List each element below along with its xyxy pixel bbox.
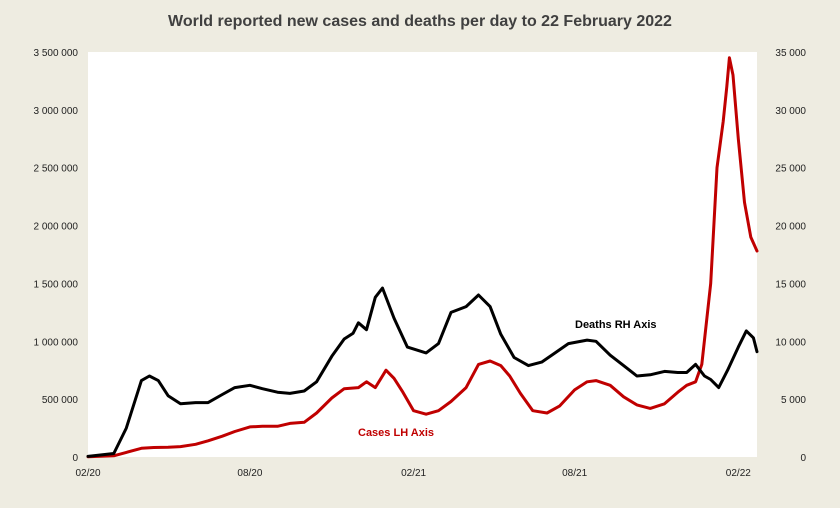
right-y-tick-label: 0 (800, 453, 806, 464)
left-y-tick-label: 2 500 000 (34, 164, 79, 175)
left-y-tick-label: 1 000 000 (34, 337, 79, 348)
deaths-annotation: Deaths RH Axis (575, 319, 657, 331)
right-y-tick-label: 25 000 (775, 164, 806, 175)
left-y-tick-label: 0 (72, 453, 78, 464)
series-layer (86, 56, 759, 459)
cases-annotation: Cases LH Axis (358, 427, 434, 439)
x-tick-label: 02/20 (75, 468, 100, 479)
left-y-tick-label: 1 500 000 (34, 279, 79, 290)
x-axis: 02/20 08/20 02/21 08/21 02/22 (75, 468, 751, 479)
right-y-tick-label: 35 000 (775, 48, 806, 59)
left-y-tick-label: 500 000 (42, 395, 79, 406)
x-tick-label: 02/21 (401, 468, 426, 479)
left-y-tick-label: 3 000 000 (34, 106, 79, 117)
right-y-tick-label: 15 000 (775, 279, 806, 290)
cases-series-line (86, 56, 759, 459)
right-y-tick-label: 20 000 (775, 222, 806, 233)
deaths-series-line (86, 286, 759, 458)
x-tick-label: 08/20 (237, 468, 262, 479)
right-y-tick-label: 30 000 (775, 106, 806, 117)
left-y-axis: 0 500 000 1 000 000 1 500 000 2 000 000 2 500… (34, 48, 79, 464)
chart-title: World reported new cases and deaths per … (168, 13, 672, 30)
plot-area (88, 52, 757, 457)
x-tick-label: 02/22 (726, 468, 751, 479)
right-y-tick-label: 5 000 (781, 395, 806, 406)
right-y-tick-label: 10 000 (775, 337, 806, 348)
right-y-axis: 0 5 000 10 000 15 000 20 000 25 000 30 000 35 0… (775, 48, 806, 464)
left-y-tick-label: 3 500 000 (34, 48, 79, 59)
x-tick-label: 08/21 (562, 468, 587, 479)
left-y-tick-label: 2 000 000 (34, 222, 79, 233)
